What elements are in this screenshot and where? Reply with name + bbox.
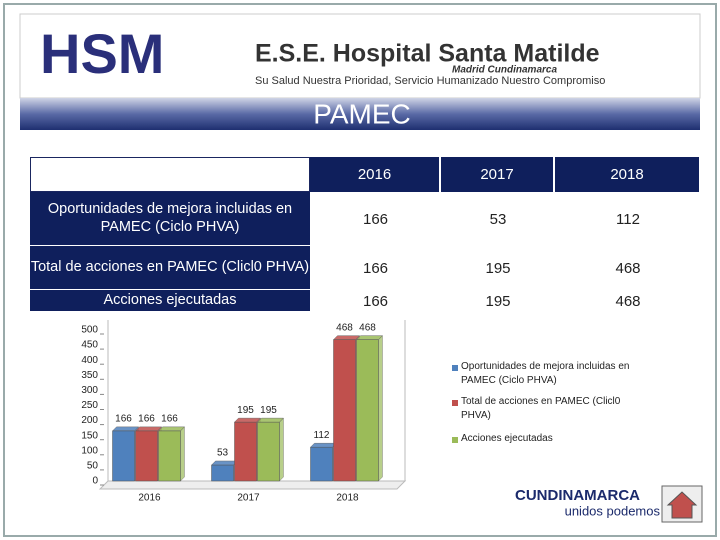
location: Madrid Cundinamarca bbox=[452, 65, 557, 76]
cell: 195 bbox=[485, 292, 511, 310]
data-label: 166 bbox=[161, 414, 178, 425]
bar bbox=[234, 421, 257, 482]
table-corner bbox=[30, 157, 310, 192]
legend-entry: Oportunidades de mejora incluidas en PAM… bbox=[461, 361, 630, 386]
bar-top bbox=[233, 417, 262, 423]
y-tick-label: 100 bbox=[81, 445, 98, 456]
legend-swatch bbox=[452, 365, 458, 371]
bar-top bbox=[210, 460, 239, 466]
y-tick-label: 300 bbox=[81, 385, 98, 396]
bar-side bbox=[180, 426, 185, 482]
row-label: Acciones ejecutadas bbox=[30, 290, 310, 312]
bar bbox=[211, 464, 234, 482]
cell: 468 bbox=[615, 259, 641, 277]
bar bbox=[333, 339, 356, 482]
data-label: 53 bbox=[217, 448, 229, 459]
bar-top bbox=[111, 426, 140, 432]
logo: HSM bbox=[40, 22, 164, 85]
data-label: 468 bbox=[359, 322, 376, 333]
y-tick-label: 350 bbox=[81, 370, 98, 381]
bar bbox=[257, 421, 280, 482]
bar bbox=[356, 339, 379, 482]
x-tick-label: 2016 bbox=[138, 493, 161, 504]
cell: 468 bbox=[615, 292, 641, 310]
y-tick-label: 250 bbox=[81, 400, 98, 411]
data-label: 166 bbox=[115, 414, 132, 425]
row-label: Total de acciones en PAMEC (Clicl0 PHVA) bbox=[30, 246, 310, 290]
legend-entry: Total de acciones en PAMEC (Clicl0 PHVA) bbox=[461, 396, 621, 421]
y-tick-label: 500 bbox=[81, 325, 98, 336]
home-button[interactable] bbox=[661, 485, 703, 523]
column-header: 2016 bbox=[310, 157, 441, 192]
data-label: 195 bbox=[260, 405, 277, 416]
cell: 53 bbox=[489, 210, 507, 228]
brand: CUNDINAMARCA bbox=[515, 487, 640, 504]
bar-top bbox=[332, 335, 361, 340]
y-tick-label: 400 bbox=[81, 355, 98, 366]
cell: 112 bbox=[616, 210, 640, 228]
y-tick-label: 200 bbox=[81, 415, 98, 426]
cell: 166 bbox=[362, 259, 389, 277]
y-tick-label: 50 bbox=[87, 461, 99, 472]
bar-top bbox=[355, 335, 384, 340]
column-header: 2017 bbox=[441, 157, 555, 192]
data-label: 166 bbox=[138, 414, 155, 425]
row-label: Oportunidades de mejora incluidas en PAM… bbox=[30, 192, 310, 246]
y-tick-label: 0 bbox=[92, 476, 98, 487]
x-tick-label: 2017 bbox=[237, 493, 260, 504]
data-label: 195 bbox=[237, 405, 254, 416]
title-bar bbox=[20, 98, 700, 130]
bar-top bbox=[256, 417, 285, 423]
legend-swatch bbox=[452, 400, 458, 406]
bar bbox=[310, 446, 333, 482]
motto: unidos podemos bbox=[565, 503, 661, 518]
cell: 166 bbox=[362, 292, 389, 310]
cell: 195 bbox=[485, 259, 511, 277]
bar bbox=[112, 430, 135, 482]
frame bbox=[3, 3, 717, 537]
bar-top bbox=[134, 426, 163, 432]
cell: 166 bbox=[362, 210, 389, 228]
title: PAMEC bbox=[313, 98, 411, 129]
y-tick-label: 450 bbox=[81, 340, 98, 351]
legend-entry: Acciones ejecutadas bbox=[461, 433, 553, 444]
floor bbox=[98, 480, 407, 490]
data-label: 112 bbox=[314, 430, 330, 441]
legend-swatch bbox=[452, 437, 458, 443]
organization: E.S.E. Hospital Santa Matilde bbox=[255, 40, 600, 68]
column-header: 2018 bbox=[555, 157, 701, 192]
bar-top bbox=[309, 442, 338, 448]
bar-top bbox=[157, 426, 186, 432]
banner bbox=[19, 13, 701, 99]
bar bbox=[158, 430, 181, 482]
slogan: Su Salud Nuestra Prioridad, Servicio Hum… bbox=[255, 75, 605, 87]
bar-side bbox=[279, 417, 284, 482]
data-label: 468 bbox=[336, 322, 353, 333]
bar bbox=[135, 430, 158, 482]
x-tick-label: 2018 bbox=[336, 493, 359, 504]
y-tick-label: 150 bbox=[81, 430, 98, 441]
bar-side bbox=[378, 335, 383, 482]
